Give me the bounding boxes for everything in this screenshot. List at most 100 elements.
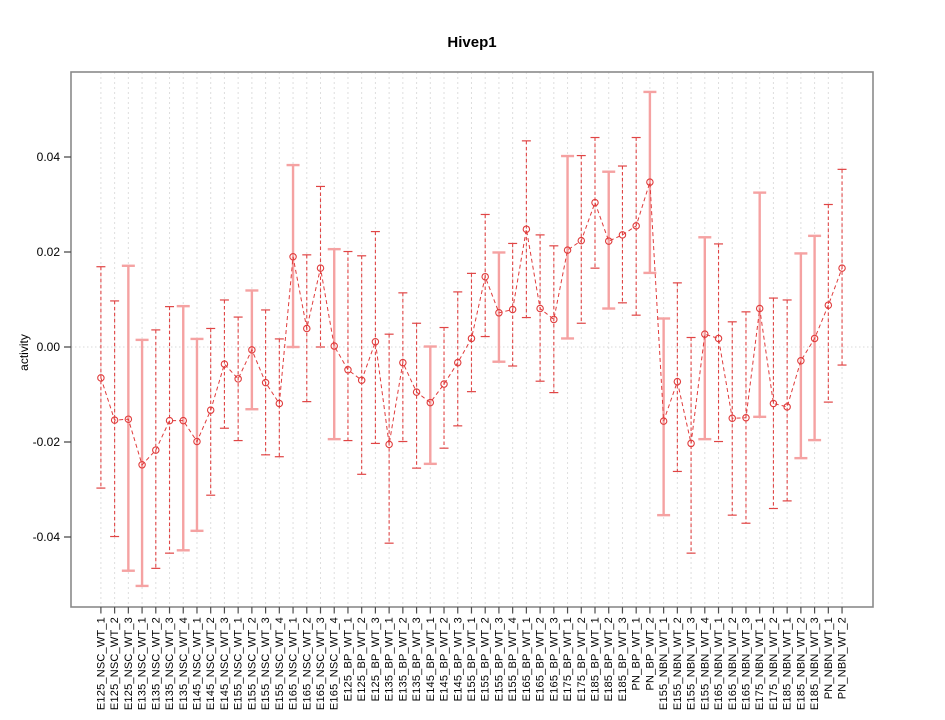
y-tick-label: 0.04 (37, 150, 61, 164)
data-point (412, 388, 421, 396)
data-point (714, 334, 723, 343)
x-tick-label: E155_NSC_WT_2 (246, 617, 258, 710)
x-tick-label: E185_NBN_WT_1 (782, 617, 794, 710)
x-tick-label: E165_BP_WT_2 (535, 617, 547, 701)
data-point (838, 264, 846, 272)
data-point (152, 446, 160, 454)
x-tick-label: PN_NBN_WT_2 (837, 617, 849, 699)
x-tick-label: E165_NSC_WT_2 (301, 617, 313, 710)
data-point (289, 253, 297, 261)
data-point (797, 357, 805, 365)
x-tick-label: E175_NBN_WT_2 (768, 617, 780, 710)
data-point (728, 414, 736, 422)
data-point (646, 178, 654, 186)
x-tick-label: E155_NBN_WT_2 (672, 617, 684, 710)
x-tick-label: E185_BP_WT_3 (617, 617, 629, 701)
data-point (303, 324, 311, 333)
x-tick-label: E135_NSC_WT_3 (164, 617, 176, 710)
x-tick-label: E125_NSC_WT_2 (109, 617, 121, 710)
data-point (701, 330, 709, 338)
data-point (206, 406, 215, 414)
data-point (591, 198, 599, 207)
x-tick-label: E145_NSC_WT_1 (191, 617, 203, 710)
x-tick-label: E175_BP_WT_2 (576, 617, 588, 701)
data-point (453, 358, 462, 367)
x-tick-label: E155_BP_WT_2 (480, 617, 492, 701)
data-point (687, 439, 695, 448)
x-tick-label: E155_BP_WT_1 (466, 617, 478, 701)
data-point (632, 222, 640, 230)
data-point (248, 346, 256, 354)
x-tick-label: E165_BP_WT_1 (521, 617, 533, 701)
data-point (426, 398, 435, 407)
x-tick-label: E155_NSC_WT_4 (274, 617, 286, 710)
x-tick-label: E145_BP_WT_2 (439, 617, 451, 701)
chart-title: Hivep1 (447, 34, 497, 51)
data-point (824, 301, 833, 309)
data-point (659, 417, 668, 425)
x-tick-label: E135_BP_WT_2 (397, 617, 409, 701)
x-tick-label: E165_BP_WT_3 (548, 617, 560, 701)
data-point (234, 375, 242, 383)
data-point (357, 376, 366, 384)
series-line (100, 182, 843, 466)
data-point (577, 236, 586, 245)
y-tick-label: 0.02 (37, 245, 61, 259)
data-point (440, 380, 448, 388)
x-tick-label: E135_BP_WT_1 (384, 617, 396, 701)
x-tick-label: E155_BP_WT_3 (493, 617, 505, 701)
data-point (261, 378, 270, 387)
x-tick-label: E155_NSC_WT_3 (260, 617, 272, 710)
x-tick-label: PN_NBN_WT_1 (823, 617, 835, 699)
data-point (220, 360, 229, 368)
x-tick-label: E125_BP_WT_2 (356, 617, 368, 701)
x-tick-label: E135_BP_WT_3 (411, 617, 423, 701)
x-tick-label: E155_NBN_WT_3 (686, 617, 698, 710)
x-tick-label: E145_BP_WT_1 (425, 617, 437, 701)
x-tick-label: E185_NBN_WT_3 (809, 617, 821, 710)
data-point (769, 399, 778, 408)
x-tick-label: E125_BP_WT_1 (342, 617, 354, 701)
x-tick-label: E165_NBN_WT_1 (713, 617, 725, 710)
data-point (179, 416, 188, 425)
data-point (110, 416, 119, 424)
data-point (742, 414, 750, 422)
x-tick-label: E155_BP_WT_4 (507, 617, 519, 701)
x-tick-label: E135_NSC_WT_2 (150, 617, 162, 710)
x-tick-label: E185_BP_WT_1 (590, 617, 602, 701)
data-point (371, 338, 380, 346)
x-tick-label: E155_NSC_WT_1 (233, 617, 245, 710)
x-tick-label: E165_NSC_WT_3 (315, 617, 327, 710)
data-point (138, 461, 146, 469)
data-point (330, 342, 338, 350)
x-tick-label: E165_NBN_WT_3 (740, 617, 752, 710)
data-point (536, 304, 544, 313)
data-point (97, 374, 105, 382)
data-point (618, 231, 627, 239)
x-tick-label: PN_BP_WT_1 (631, 617, 643, 691)
data-point (810, 334, 819, 343)
data-point (550, 315, 558, 324)
x-tick-label: E145_NSC_WT_2 (205, 617, 217, 710)
x-tick-label: E125_NSC_WT_3 (123, 617, 135, 710)
data-point (193, 437, 201, 446)
data-point (604, 237, 613, 245)
data-point (522, 225, 531, 233)
data-point (467, 334, 476, 343)
data-point (344, 366, 352, 374)
x-tick-label: E175_BP_WT_1 (562, 617, 574, 701)
x-tick-label: E155_NBN_WT_4 (699, 617, 711, 710)
x-tick-label: E135_NSC_WT_1 (137, 617, 149, 710)
x-tick-label: E125_NSC_WT_1 (95, 617, 107, 710)
data-point (563, 246, 572, 254)
x-tick-label: E125_BP_WT_3 (370, 617, 382, 701)
x-tick-label: E165_NBN_WT_2 (727, 617, 739, 710)
y-tick-label: 0.00 (37, 340, 61, 354)
data-point (316, 264, 325, 272)
x-tick-label: E165_NSC_WT_1 (288, 617, 300, 710)
x-tick-label: PN_BP_WT_2 (644, 617, 656, 691)
data-point (783, 403, 791, 411)
x-tick-label: E145_BP_WT_3 (452, 617, 464, 701)
x-tick-label: E135_NSC_WT_4 (178, 617, 190, 710)
